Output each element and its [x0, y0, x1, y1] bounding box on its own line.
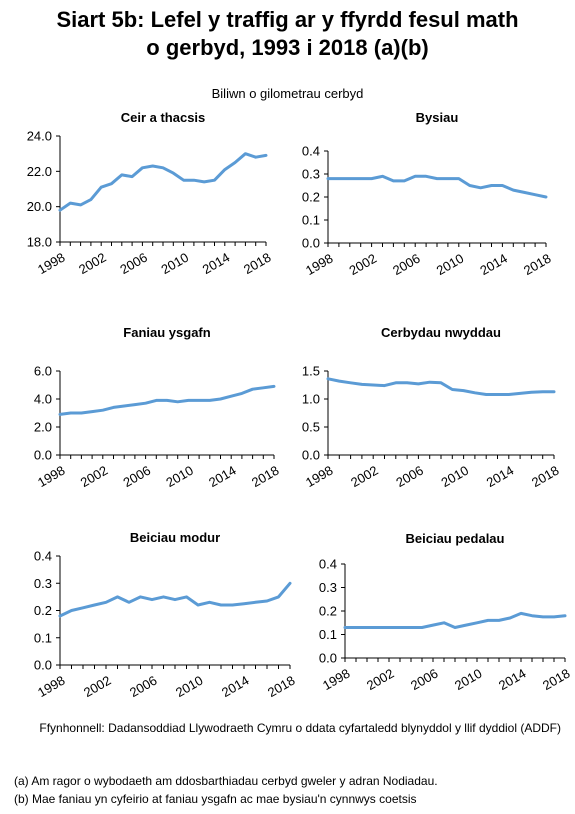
footnote-a: (a) Am ragor o wybodaeth am ddosbarthiad… [14, 774, 438, 788]
y-tick-label: 0.4 [302, 144, 320, 159]
series-line-vans [58, 384, 276, 416]
source-note: Ffynhonnell: Dadansoddiad Llywodraeth Cy… [39, 721, 561, 735]
y-tick-label: 4.0 [34, 392, 52, 407]
y-tick-label: 22.0 [27, 164, 52, 179]
y-tick-label: 0.1 [319, 627, 337, 642]
y-tick-label: 0.0 [34, 448, 52, 463]
y-tick-label: 1.0 [302, 392, 320, 407]
chart-title-goods: Cerbydau nwyddau [381, 325, 501, 340]
page-title-line1: Siart 5b: Lefel y traffig ar y ffyrdd fe… [56, 7, 519, 32]
series-line-goods [326, 377, 556, 396]
series-line-pedal-cycles [343, 611, 567, 629]
y-tick-label: 0.2 [319, 604, 337, 619]
y-tick-label: 0.2 [302, 190, 320, 205]
chart-title-buses: Bysiau [415, 110, 459, 125]
footnote-b: (b) Mae faniau yn cyfeirio at faniau ysg… [14, 792, 417, 806]
y-tick-label: 0.0 [34, 658, 52, 673]
series-line-buses [326, 174, 548, 199]
x-tick-label: 2002 [364, 666, 397, 693]
y-tick-label: 0.4 [319, 557, 337, 572]
y-tick-label: 0.1 [302, 213, 320, 228]
x-tick-label: 2018 [540, 666, 573, 693]
y-tick-label: 0.3 [34, 576, 52, 591]
x-tick-label: 2010 [452, 666, 485, 693]
x-tick-label: 2006 [408, 666, 441, 693]
y-tick-label: 0.4 [34, 549, 52, 564]
series-line-motorcycles [58, 581, 292, 618]
chart-title-cars: Ceir a thacsis [120, 110, 206, 125]
y-tick-label: 0.1 [34, 630, 52, 645]
y-tick-label: 0.2 [34, 603, 52, 618]
y-tick-label: 0.0 [302, 448, 320, 463]
chart-title-motorcycles: Beiciau modur [129, 530, 221, 545]
y-tick-label: 6.0 [34, 364, 52, 379]
chart-title-pedal-cycles: Beiciau pedalau [405, 531, 505, 546]
y-tick-label: 2.0 [34, 420, 52, 435]
y-tick-label: 24.0 [27, 129, 52, 144]
units-subtitle: Biliwn o gilometrau cerbyd [211, 86, 364, 101]
y-tick-label: 18.0 [27, 235, 52, 250]
y-tick-label: 0.3 [302, 167, 320, 182]
series-line-cars [58, 152, 268, 212]
y-tick-label: 0.5 [302, 420, 320, 435]
x-tick-label: 2014 [496, 666, 529, 693]
y-tick-label: 20.0 [27, 199, 52, 214]
y-tick-label: 0.0 [319, 651, 337, 666]
y-tick-label: 0.0 [302, 236, 320, 251]
y-tick-label: 1.5 [302, 364, 320, 379]
y-tick-label: 0.3 [319, 580, 337, 595]
x-tick-label: 1998 [320, 666, 353, 693]
page-title-line2: o gerbyd, 1993 i 2018 (a)(b) [146, 35, 429, 60]
chart-title-vans: Faniau ysgafn [123, 325, 211, 340]
